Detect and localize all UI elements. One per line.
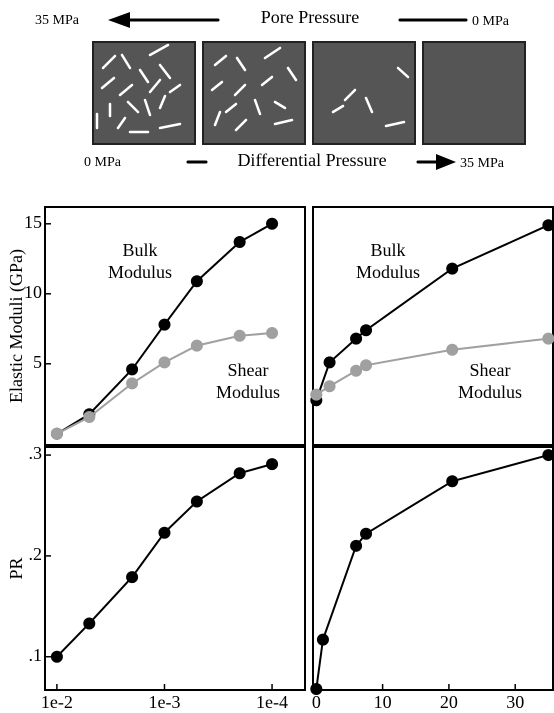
x-tick-label: 0 bbox=[312, 692, 321, 712]
plot-frame bbox=[312, 206, 554, 446]
data-point bbox=[233, 236, 246, 248]
annotation: Modulus bbox=[216, 382, 280, 402]
data-point bbox=[446, 343, 459, 356]
annotation: Bulk bbox=[370, 240, 405, 260]
pressure-label: 0 MPa bbox=[84, 155, 122, 170]
arrow-head bbox=[108, 12, 130, 28]
annotation: Shear bbox=[470, 360, 511, 380]
annotation: Shear bbox=[228, 360, 269, 380]
pressure-label: 35 MPa bbox=[460, 156, 505, 171]
data-point bbox=[323, 356, 336, 369]
x-tick-label: 20 bbox=[440, 692, 458, 712]
data-point bbox=[158, 526, 171, 539]
data-point bbox=[50, 650, 63, 663]
x-tick-label: 30 bbox=[506, 692, 524, 712]
y-tick-label: 15 bbox=[24, 212, 42, 232]
data-point bbox=[266, 458, 279, 471]
data-point bbox=[233, 467, 246, 480]
pressure-label: 0 MPa bbox=[472, 14, 510, 29]
x-tick-label: 1e-3 bbox=[148, 692, 180, 712]
y-tick-label: .2 bbox=[29, 544, 43, 564]
data-point bbox=[190, 339, 203, 352]
data-point bbox=[190, 495, 203, 508]
data-point bbox=[50, 427, 63, 440]
data-point bbox=[310, 682, 323, 695]
data-line bbox=[315, 454, 549, 690]
data-point bbox=[158, 356, 171, 369]
y-tick-label: .3 bbox=[29, 443, 43, 463]
crack-box bbox=[92, 41, 196, 145]
plot-frame bbox=[312, 446, 554, 691]
data-point bbox=[310, 388, 323, 401]
x-axis-label: Crack Porosity bbox=[121, 711, 229, 713]
pressure-label: 35 MPa bbox=[35, 13, 80, 28]
data-line bbox=[315, 224, 549, 401]
data-point bbox=[360, 324, 373, 337]
plot-frame bbox=[44, 446, 306, 691]
crack-diagram bbox=[92, 12, 526, 170]
x-tick-label: 1e-4 bbox=[256, 692, 288, 712]
x-tick-label: 10 bbox=[374, 692, 392, 712]
cracks bbox=[95, 43, 410, 134]
y-tick-label: 10 bbox=[24, 282, 42, 302]
annotation: Modulus bbox=[108, 262, 172, 282]
x-tick-label: 1e-2 bbox=[41, 692, 73, 712]
y-axis-label: PR bbox=[6, 557, 26, 579]
y-tick-label: 5 bbox=[33, 352, 42, 372]
axis-title: Differential Pressure bbox=[237, 150, 386, 170]
data-point bbox=[446, 475, 459, 488]
data-point bbox=[542, 219, 554, 232]
data-point bbox=[360, 527, 373, 540]
crack-box bbox=[422, 41, 526, 145]
data-point bbox=[350, 539, 363, 552]
data-point bbox=[542, 449, 554, 462]
y-tick-label: .1 bbox=[29, 645, 43, 665]
crack-box bbox=[202, 41, 306, 145]
annotation: Bulk bbox=[122, 240, 157, 260]
data-point bbox=[126, 377, 139, 390]
data-point bbox=[266, 327, 279, 339]
data-point bbox=[266, 217, 279, 230]
data-point bbox=[126, 363, 139, 376]
data-point bbox=[83, 411, 96, 423]
data-point bbox=[158, 318, 171, 331]
axis-title: Pore Pressure bbox=[261, 7, 359, 27]
data-point bbox=[360, 359, 373, 372]
data-point bbox=[350, 364, 363, 377]
data-point bbox=[446, 262, 459, 275]
annotation: Modulus bbox=[458, 382, 522, 402]
crack-box bbox=[312, 41, 416, 145]
data-point bbox=[350, 332, 363, 345]
data-point bbox=[83, 617, 96, 630]
data-point bbox=[542, 332, 554, 345]
y-axis-label: Elastic Moduli (GPa) bbox=[6, 249, 27, 403]
data-point bbox=[190, 275, 203, 288]
data-point bbox=[126, 571, 139, 584]
plot-frame bbox=[44, 206, 306, 446]
data-point bbox=[316, 633, 329, 646]
annotation: Modulus bbox=[356, 262, 420, 282]
data-point bbox=[323, 380, 336, 393]
arrow-head bbox=[436, 154, 456, 170]
x-axis-label: Pressure (MPa) bbox=[377, 711, 488, 713]
data-point bbox=[233, 329, 246, 342]
